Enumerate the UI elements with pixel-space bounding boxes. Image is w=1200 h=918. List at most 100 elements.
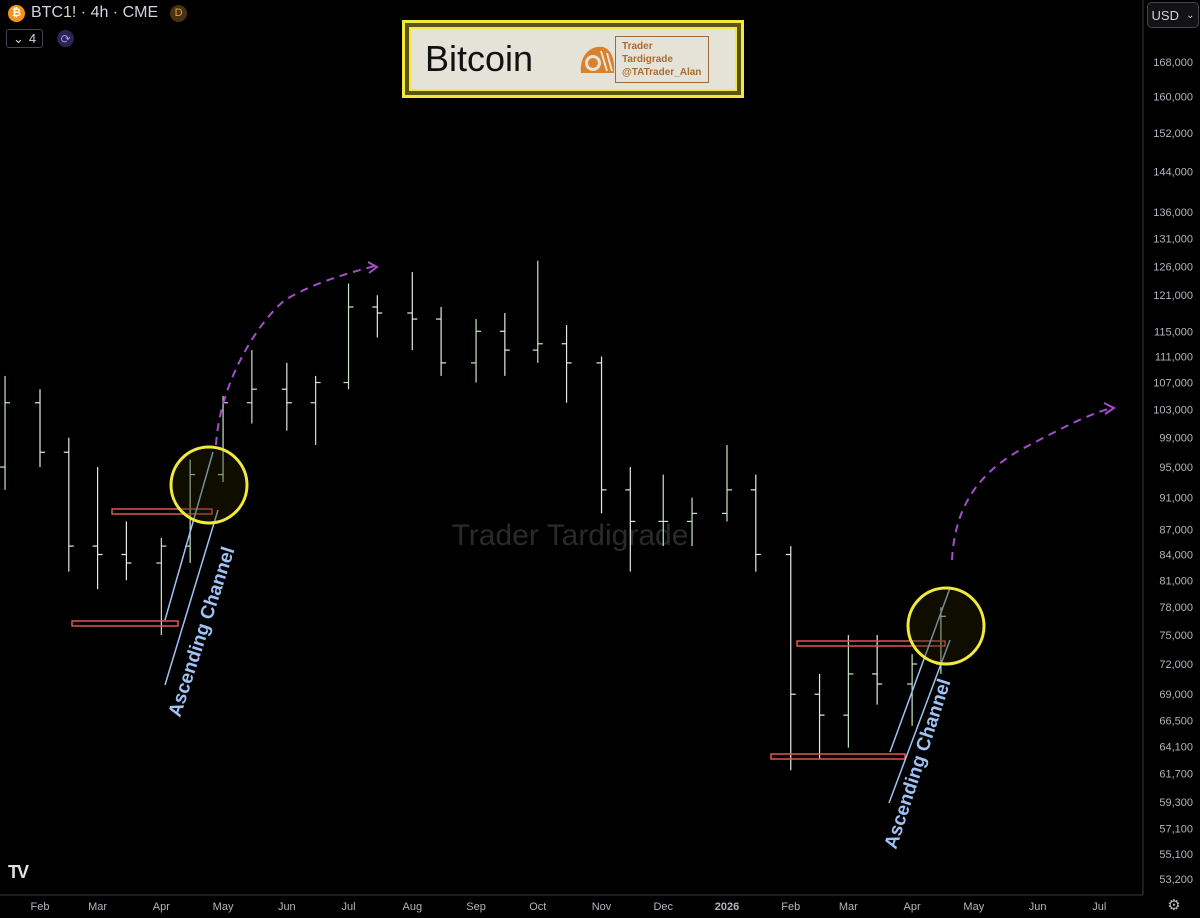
candle [843, 635, 854, 748]
candle [436, 307, 447, 376]
time-tick-label: Feb [781, 901, 800, 913]
author-box: Trader Tardigrade @TATrader_Alan [615, 35, 709, 83]
price-tick-label: 168,000 [1153, 57, 1193, 69]
channel-line-upper-1 [164, 451, 214, 621]
channel-label-1: Ascending Channel [165, 544, 240, 719]
symbol-header[interactable]: ₿ BTC1! · 4h · CME D [8, 4, 188, 22]
indicator-count: 4 [28, 31, 37, 46]
price-tick-label: 61,700 [1159, 769, 1193, 781]
channel-line-lower-1 [164, 509, 219, 686]
candle [625, 467, 636, 572]
title-banner: Bitcoin Trader Tardigrade @TATrader_Alan [402, 20, 744, 98]
price-tick-label: 91,000 [1159, 493, 1193, 505]
price-tick-label: 78,000 [1159, 602, 1193, 614]
price-tick-label: 95,000 [1159, 462, 1193, 474]
candle [561, 325, 572, 403]
candle [499, 313, 510, 376]
time-axis[interactable]: Feb Mar Apr May Jun Jul Aug Sep Oct Nov Dec 2026 Feb… [31, 901, 1107, 913]
highlight-circle-1 [169, 445, 249, 525]
channel-line-lower-2 [888, 639, 951, 804]
currency-label: USD [1151, 7, 1179, 23]
candle [596, 356, 607, 514]
time-tick-label: Mar [88, 901, 107, 913]
banner-title: Bitcoin [425, 38, 534, 79]
sync-icon[interactable]: ⟳ [57, 30, 75, 47]
price-tick-label: 55,100 [1159, 849, 1193, 861]
bitcoin-icon: ₿ [8, 4, 25, 22]
price-tick-label: 57,100 [1159, 824, 1193, 836]
candle [310, 375, 321, 445]
candle [246, 350, 257, 424]
time-tick-label: Feb [31, 901, 50, 913]
delayed-badge[interactable]: D [170, 4, 188, 22]
candle [281, 362, 292, 431]
price-tick-label: 84,000 [1159, 549, 1193, 561]
author-handle: @TATrader_Alan [622, 66, 702, 78]
time-tick-label: Oct [529, 901, 546, 913]
time-tick-label: Apr [153, 901, 170, 913]
price-tick-label: 66,500 [1159, 715, 1193, 727]
candle [532, 260, 543, 363]
candle [687, 497, 698, 547]
price-tick-label: 160,000 [1153, 92, 1193, 104]
time-tick-label: Apr [904, 901, 921, 913]
candles-layer [0, 260, 946, 771]
time-tick-label: 2026 [715, 901, 739, 913]
tradingview-logo[interactable]: TV [8, 862, 29, 882]
candle [658, 474, 669, 547]
price-tick-label: 81,000 [1159, 575, 1193, 587]
time-tick-label: Jun [1029, 901, 1047, 913]
time-tick-label: Jul [1092, 901, 1106, 913]
arrow-head-2 [1103, 402, 1116, 415]
time-tick-label: May [963, 901, 984, 913]
price-tick-label: 69,000 [1159, 689, 1193, 701]
chevron-down-icon: ⌄ [13, 30, 24, 46]
price-tick-label: 103,000 [1153, 405, 1193, 417]
price-tick-label: 115,000 [1154, 326, 1193, 338]
price-tick-label: 131,000 [1153, 234, 1193, 246]
symbol-title[interactable]: BTC1! · 4h · CME [31, 4, 159, 21]
price-tick-label: 121,000 [1153, 290, 1193, 302]
price-tick-label: 75,000 [1159, 630, 1193, 642]
price-axis[interactable]: 168,000 160,000 152,000 144,000 136,000 131,0… [1153, 57, 1193, 886]
price-tick-label: 87,000 [1159, 525, 1193, 537]
candle [63, 437, 74, 572]
price-tick-label: 59,300 [1159, 797, 1193, 809]
gear-icon[interactable]: ⚙ [1167, 897, 1181, 914]
time-tick-label: May [213, 901, 234, 913]
time-tick-label: Aug [403, 901, 423, 913]
time-tick-label: Dec [653, 901, 673, 913]
projection-arrow-2 [951, 407, 1113, 561]
price-tick-label: 107,000 [1153, 378, 1193, 390]
time-tick-label: Jul [342, 901, 356, 913]
indicators-collapse-button[interactable]: ⌄ 4 [6, 29, 44, 48]
candle [722, 444, 732, 522]
candle [785, 546, 796, 771]
candle [814, 673, 825, 759]
candle [35, 389, 45, 468]
candle [372, 295, 383, 338]
channel-label-2: Ascending Channel [881, 676, 956, 851]
highlight-circle-2 [906, 586, 986, 666]
candle [750, 474, 761, 572]
chevron-down-icon: ⌄ [1186, 9, 1195, 21]
author-name: Trader Tardigrade [622, 40, 673, 65]
price-tick-label: 152,000 [1153, 128, 1193, 140]
tardigrade-logo-icon [580, 46, 615, 73]
support-box-2 [770, 753, 906, 760]
candle [156, 537, 167, 636]
price-tick-label: 72,000 [1159, 659, 1193, 671]
channel-line-upper-2 [889, 587, 951, 753]
resistance-box-2 [796, 640, 946, 647]
candle [0, 375, 11, 490]
time-tick-label: Jun [278, 901, 296, 913]
watermark: Trader Tardigrade [452, 519, 689, 552]
candle [471, 319, 482, 383]
time-tick-label: Mar [839, 901, 858, 913]
price-tick-label: 53,200 [1159, 874, 1193, 886]
price-tick-label: 64,100 [1159, 742, 1193, 754]
currency-select[interactable]: USD ⌄ [1147, 2, 1199, 28]
support-box-1 [71, 620, 179, 627]
price-tick-label: 136,000 [1153, 207, 1193, 219]
